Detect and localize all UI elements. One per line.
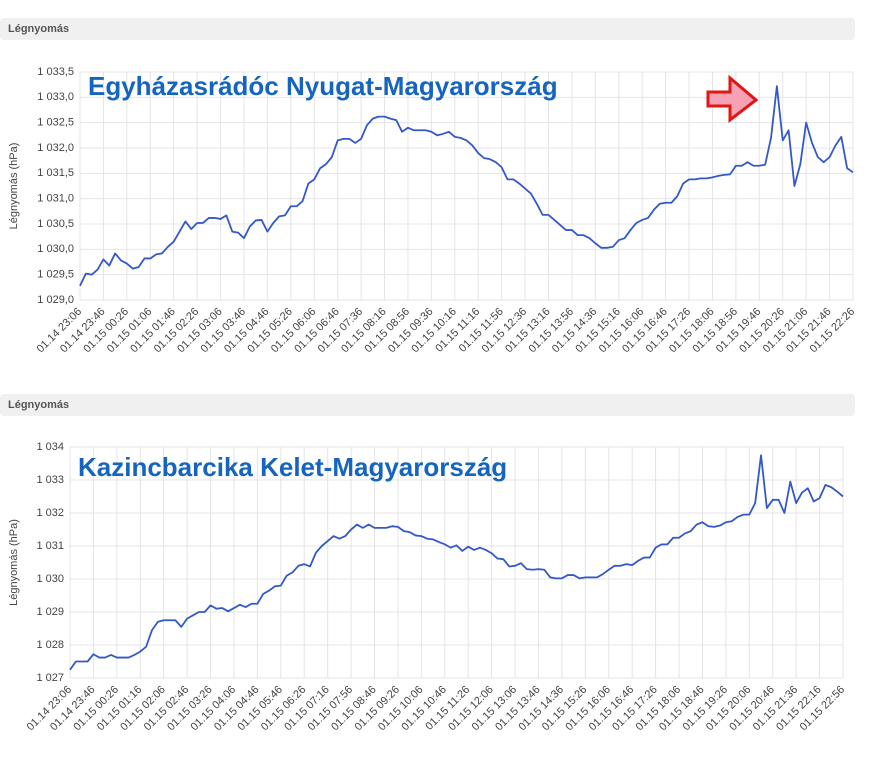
y-tick-label: 1 030 bbox=[36, 573, 64, 585]
header-bar bbox=[0, 394, 855, 416]
y-tick-label: 1 033,5 bbox=[37, 66, 74, 78]
header-bar bbox=[0, 18, 855, 40]
header: Légnyomás bbox=[8, 399, 69, 411]
chart-title: Egyházasrádóc Nyugat-Magyarország bbox=[88, 71, 558, 101]
y-tick-label: 1 031,5 bbox=[37, 167, 74, 179]
line-series bbox=[69, 454, 844, 671]
y-axis-label: Légnyomás (hPa) bbox=[8, 519, 20, 606]
y-tick-label: 1 031,0 bbox=[37, 193, 74, 205]
y-axis-label: Légnyomás (hPa) bbox=[8, 143, 20, 230]
y-tick-label: 1 030,0 bbox=[37, 243, 74, 255]
chart-title: Kazincbarcika Kelet-Magyarország bbox=[78, 452, 507, 482]
y-tick-label: 1 028 bbox=[36, 639, 64, 651]
y-tick-label: 1 034 bbox=[36, 441, 64, 453]
line-series bbox=[79, 85, 854, 287]
y-tick-label: 1 032 bbox=[36, 507, 64, 519]
y-tick-label: 1 029,5 bbox=[37, 269, 74, 281]
red-arrow bbox=[706, 74, 759, 124]
y-tick-label: 1 030,5 bbox=[37, 218, 74, 230]
y-tick-label: 1 029,0 bbox=[37, 294, 74, 306]
y-tick-label: 1 032,0 bbox=[37, 142, 74, 154]
y-tick-label: 1 031 bbox=[36, 540, 64, 552]
y-tick-label: 1 029 bbox=[36, 606, 64, 618]
header: Légnyomás bbox=[8, 23, 69, 35]
y-tick-label: 1 033 bbox=[36, 474, 64, 486]
y-tick-label: 1 027 bbox=[36, 672, 64, 684]
y-tick-label: 1 033,0 bbox=[37, 91, 74, 103]
y-tick-label: 1 032,5 bbox=[37, 117, 74, 129]
